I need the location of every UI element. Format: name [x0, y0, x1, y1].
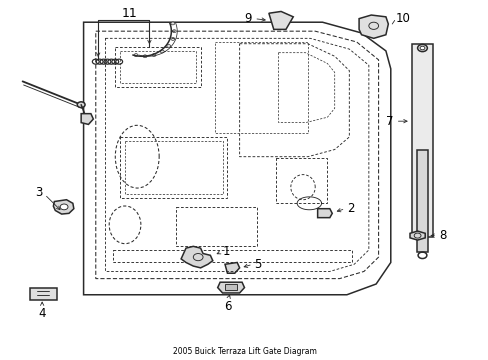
Circle shape [419, 46, 424, 50]
Polygon shape [411, 44, 432, 237]
Text: 2005 Buick Terraza Lift Gate Diagram: 2005 Buick Terraza Lift Gate Diagram [172, 347, 316, 356]
Polygon shape [53, 200, 74, 214]
Text: 11: 11 [122, 7, 138, 20]
Text: 6: 6 [223, 300, 231, 313]
Circle shape [60, 204, 68, 210]
Polygon shape [268, 12, 293, 30]
Text: 9: 9 [244, 12, 251, 25]
Polygon shape [30, 288, 57, 300]
Polygon shape [224, 262, 239, 273]
Circle shape [152, 54, 156, 57]
Text: 1: 1 [222, 245, 229, 258]
Circle shape [172, 30, 176, 33]
Circle shape [166, 45, 170, 48]
Polygon shape [224, 284, 237, 290]
Circle shape [160, 50, 164, 53]
Text: 7: 7 [385, 115, 392, 128]
Polygon shape [317, 209, 331, 218]
Circle shape [170, 37, 174, 40]
Text: 2: 2 [346, 202, 354, 215]
Circle shape [170, 22, 174, 25]
Circle shape [77, 102, 85, 108]
Polygon shape [81, 114, 93, 125]
Polygon shape [83, 22, 390, 295]
Circle shape [134, 54, 138, 57]
Polygon shape [409, 231, 425, 240]
Text: 8: 8 [439, 229, 446, 242]
Polygon shape [181, 246, 212, 268]
Text: 10: 10 [395, 12, 410, 25]
Text: 5: 5 [254, 258, 261, 271]
Text: 4: 4 [39, 307, 46, 320]
Polygon shape [358, 15, 387, 39]
Polygon shape [217, 282, 244, 293]
Polygon shape [416, 150, 427, 252]
Text: 3: 3 [35, 186, 42, 199]
Circle shape [143, 55, 147, 58]
